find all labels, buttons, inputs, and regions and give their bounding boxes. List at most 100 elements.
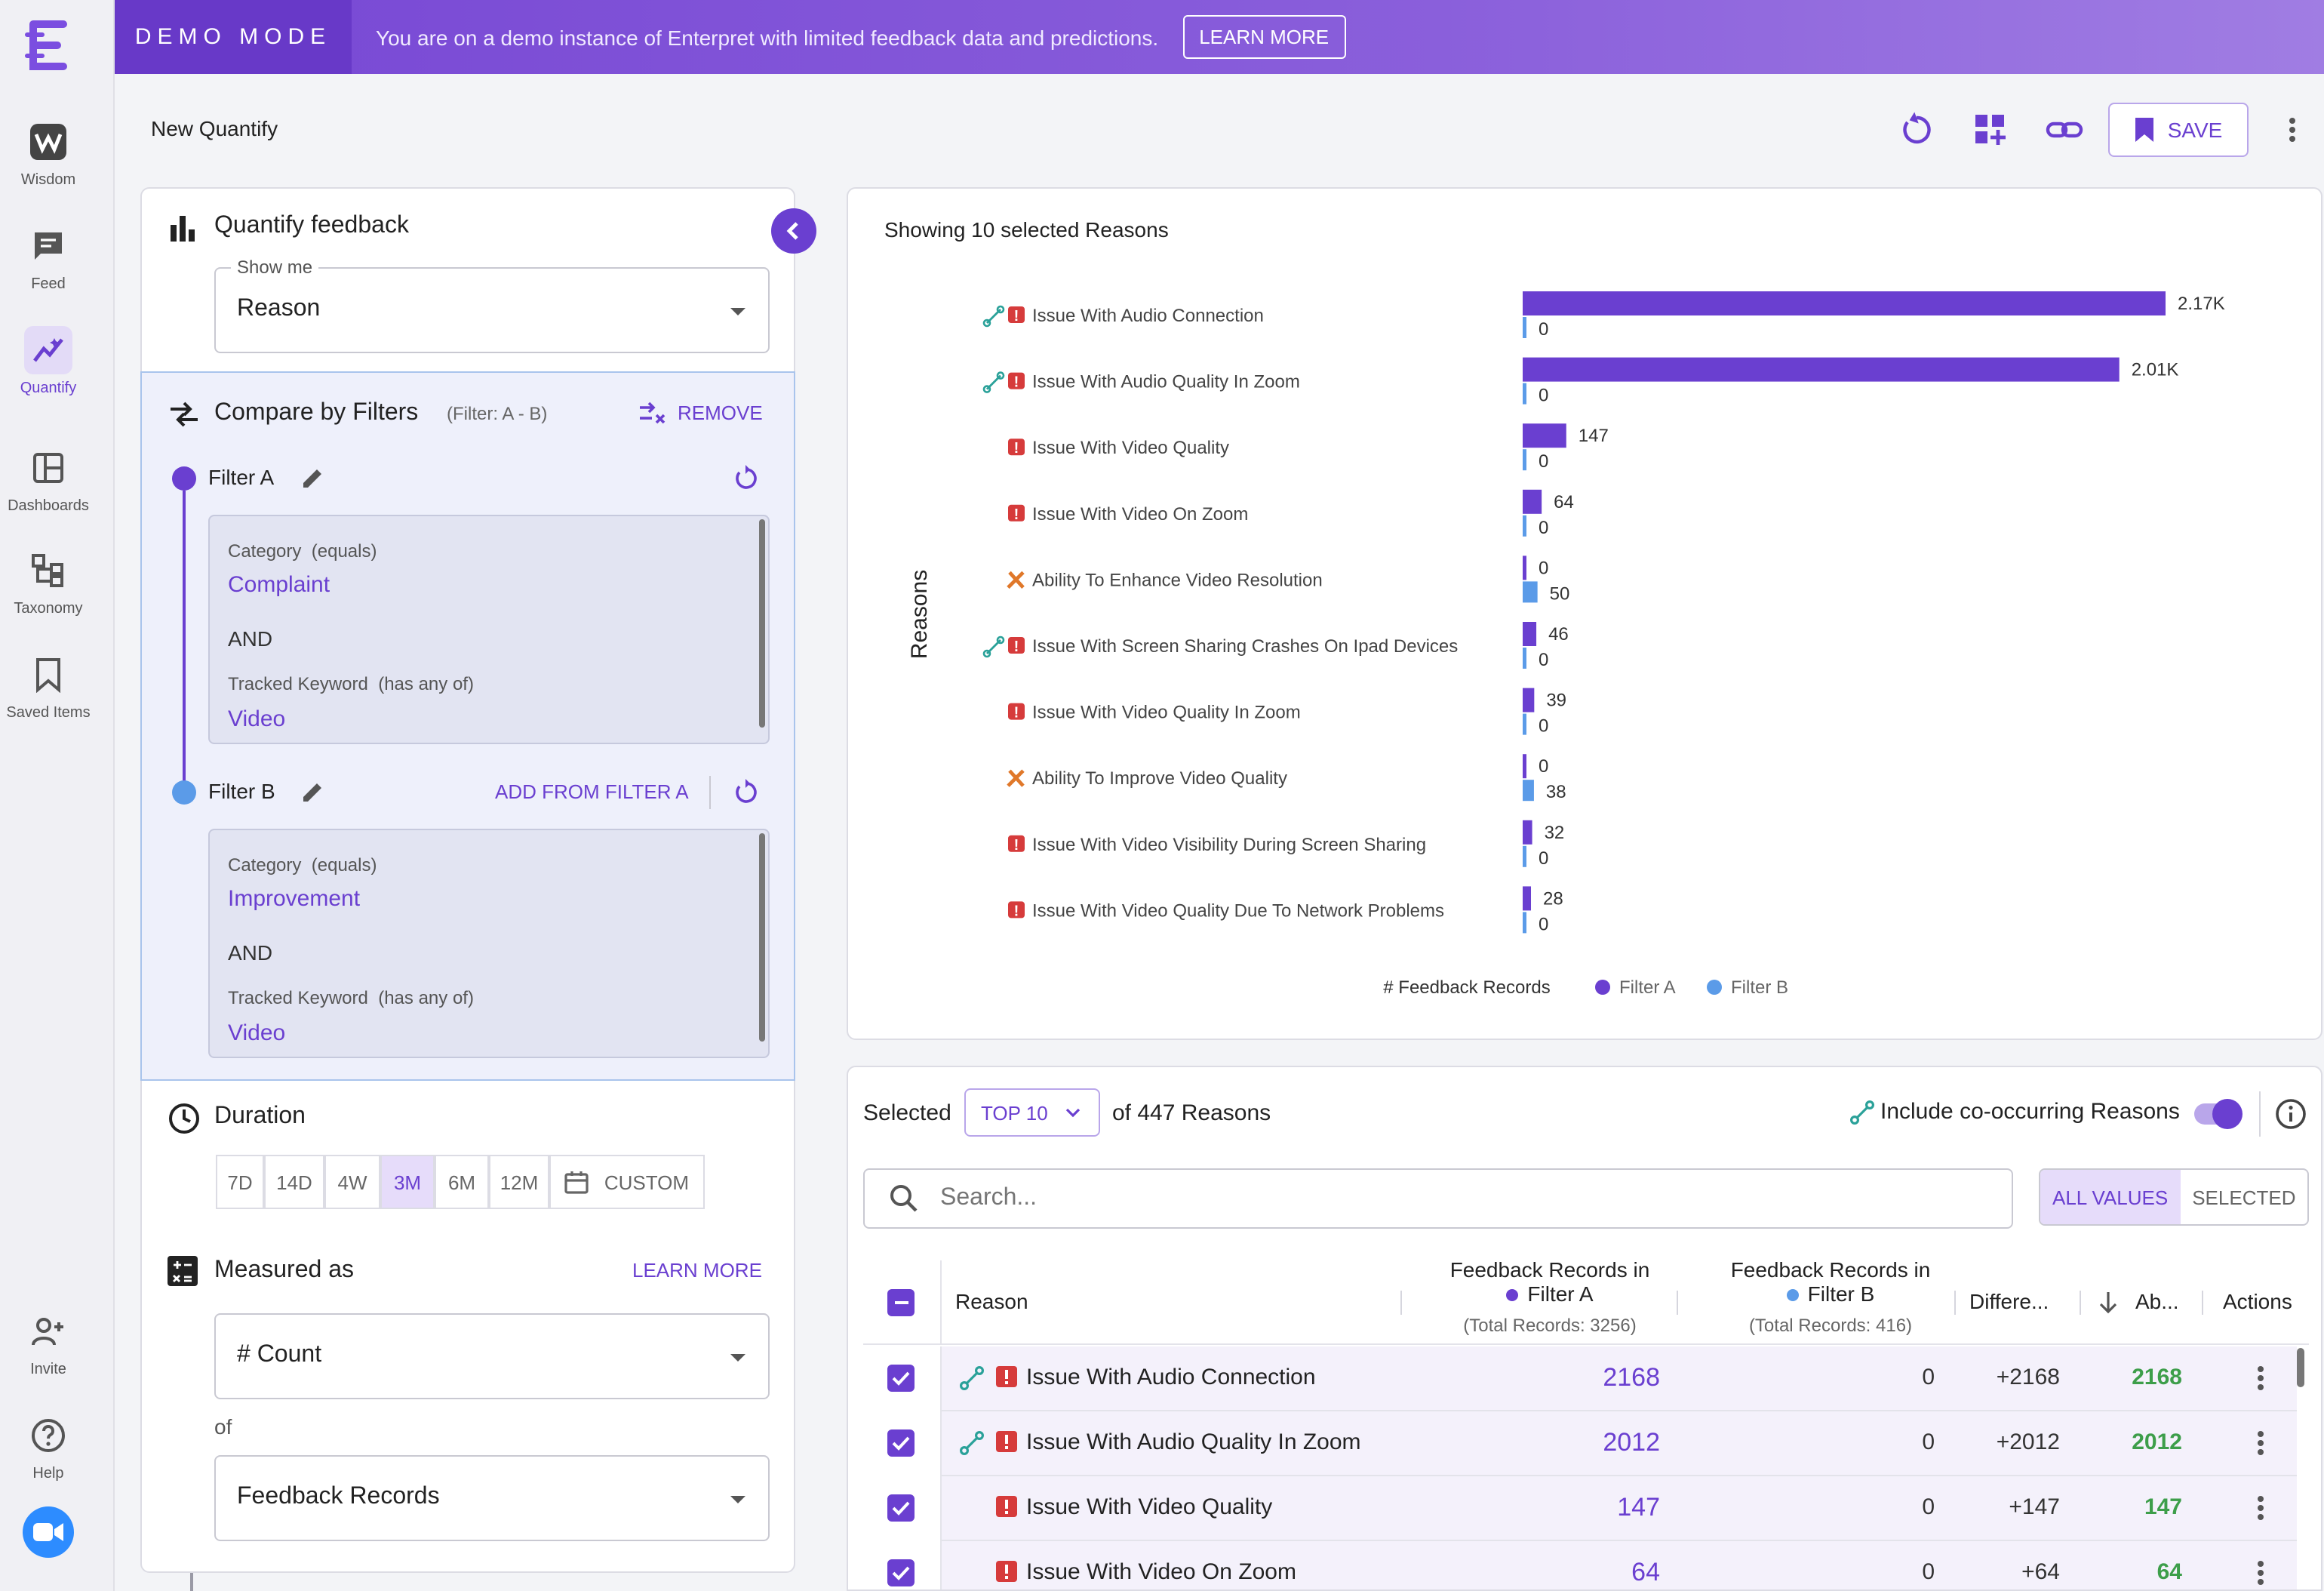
nav-label: Feed [31, 276, 66, 293]
more-options-icon[interactable] [2289, 118, 2295, 145]
col-absolute[interactable]: Ab... [2135, 1289, 2179, 1313]
duration-7d[interactable]: 7D [216, 1155, 264, 1209]
search-box[interactable] [863, 1168, 2013, 1229]
enterpret-logo-icon[interactable] [21, 18, 75, 72]
collapse-panel-button[interactable] [771, 208, 816, 254]
metric-select[interactable]: # Count [214, 1313, 770, 1399]
bar-filter-a [1523, 754, 1526, 779]
scrollbar[interactable] [759, 519, 765, 728]
row-actions-icon[interactable] [2258, 1366, 2264, 1393]
duration-12m[interactable]: 12M [489, 1155, 549, 1209]
show-me-select[interactable]: Show me Reason [214, 257, 770, 353]
row-filter-a-count: 64 [1631, 1558, 1660, 1586]
table-row[interactable]: Issue With Video On Zoom 64 0 +64 64 [863, 1541, 2297, 1589]
top-n-select[interactable]: TOP 10 [964, 1088, 1100, 1137]
duration-14d[interactable]: 14D [264, 1155, 324, 1209]
complaint-icon [1008, 439, 1025, 456]
filter-a-conditions[interactable]: Category (equals) Complaint AND Tracked … [208, 515, 770, 744]
row-actions-icon[interactable] [2258, 1496, 2264, 1523]
measured-learn-more-button[interactable]: LEARN MORE [632, 1259, 762, 1282]
col-difference[interactable]: Differe... [1969, 1289, 2049, 1313]
duration-4w[interactable]: 4W [324, 1155, 380, 1209]
table-row[interactable]: Issue With Audio Connection 2168 0 +2168… [863, 1346, 2297, 1411]
table-row[interactable]: Issue With Audio Quality In Zoom 2012 0 … [863, 1411, 2297, 1476]
reset-button[interactable] [1895, 103, 1938, 157]
nav-wisdom[interactable]: Wisdom [0, 118, 97, 189]
bar-filter-a [1523, 555, 1526, 580]
nav-label: Wisdom [20, 172, 76, 189]
refresh-icon[interactable] [732, 779, 759, 806]
check-icon [892, 1566, 910, 1580]
row-checkbox[interactable] [887, 1559, 915, 1586]
x-axis-label: # Feedback Records [1383, 977, 1550, 998]
row-filter-a-count: 2168 [1603, 1363, 1660, 1392]
of-select[interactable]: Feedback Records [214, 1455, 770, 1541]
bar-chart: Reasons Issue With Audio Connection! 2.17K… [907, 291, 2225, 998]
scrollbar[interactable] [759, 833, 765, 1042]
flow-connector [190, 1573, 193, 1591]
duration-6m[interactable]: 6M [435, 1155, 489, 1209]
save-button[interactable]: SAVE [2108, 103, 2249, 157]
nav-taxonomy[interactable]: Taxonomy [0, 546, 97, 617]
nav-help[interactable]: Help [0, 1411, 97, 1482]
duration-3m[interactable]: 3M [380, 1155, 435, 1209]
row-absolute: 147 [2144, 1494, 2182, 1520]
selected-values-tab[interactable]: SELECTED [2192, 1186, 2296, 1208]
search-input[interactable] [940, 1185, 1966, 1212]
demo-message: You are on a demo instance of Enterpret … [376, 25, 1159, 49]
bookmark-icon [2135, 118, 2154, 142]
cooccur-icon [1850, 1100, 1874, 1125]
complaint-icon: ! [1014, 506, 1019, 523]
demo-banner: DEMO MODE You are on a demo instance of … [115, 0, 2324, 74]
nav-dashboards[interactable]: Dashboards [0, 444, 97, 515]
row-checkbox[interactable] [887, 1494, 915, 1522]
bar-filter-a [1523, 357, 2120, 382]
condition-field: Tracked Keyword [228, 987, 368, 1008]
banner-learn-more-button[interactable]: LEARN MORE [1182, 15, 1346, 59]
add-to-dashboard-button[interactable] [1969, 103, 2012, 157]
bar-filter-b [1523, 449, 1526, 471]
nav-feed[interactable]: Feed [0, 222, 97, 293]
col-filter-a[interactable]: Feedback Records in Filter A (Total Reco… [1422, 1257, 1678, 1336]
row-actions-icon[interactable] [2258, 1431, 2264, 1458]
zoom-app-button[interactable] [23, 1506, 74, 1558]
table-row[interactable]: Issue With Video Quality 147 0 +147 147 [863, 1476, 2297, 1541]
add-from-filter-a-button[interactable]: ADD FROM FILTER A [495, 780, 689, 803]
all-values-tab[interactable]: ALL VALUES [2040, 1170, 2181, 1224]
edit-icon[interactable] [302, 782, 323, 803]
complaint-icon [1008, 504, 1025, 522]
info-icon[interactable] [2274, 1097, 2307, 1131]
reset-icon [1903, 112, 1931, 144]
data-label-filter-a: 147 [1579, 426, 1609, 446]
nav-quantify[interactable]: Quantify [0, 326, 97, 397]
row-difference: +147 [2009, 1494, 2060, 1520]
complaint-icon [1008, 901, 1025, 919]
copy-link-button[interactable] [2043, 103, 2086, 157]
col-filter-b[interactable]: Feedback Records in Filter B (Total Reco… [1702, 1257, 1959, 1336]
reasons-table-panel: Selected TOP 10 of 447 Reasons Include c… [847, 1066, 2322, 1591]
data-label-filter-a: 32 [1545, 823, 1565, 843]
select-all-checkbox[interactable] [887, 1289, 915, 1316]
filter-b-conditions[interactable]: Category (equals) Improvement AND Tracke… [208, 829, 770, 1058]
feed-icon [35, 232, 62, 260]
duration-custom[interactable]: CUSTOM [549, 1155, 705, 1209]
table-scrollbar[interactable] [2297, 1348, 2304, 1387]
col-filter-b-line2: Filter B [1702, 1282, 1959, 1306]
col-reason[interactable]: Reason [955, 1289, 1028, 1313]
refresh-icon[interactable] [732, 465, 759, 492]
nav-invite[interactable]: Invite [0, 1307, 97, 1378]
row-checkbox[interactable] [887, 1429, 915, 1457]
remove-compare-button[interactable]: REMOVE [638, 400, 763, 424]
edit-icon[interactable] [302, 468, 323, 489]
cooccur-icon [996, 635, 1005, 645]
nav-saved-items[interactable]: Saved Items [0, 651, 97, 722]
table-header: Reason Feedback Records in Filter A (Tot… [863, 1257, 2309, 1345]
row-actions-icon[interactable] [2258, 1561, 2264, 1588]
row-absolute: 64 [2156, 1559, 2182, 1585]
cooccur-toggle[interactable] [2194, 1099, 2243, 1129]
row-checkbox[interactable] [887, 1365, 915, 1392]
row-difference: +64 [2021, 1559, 2060, 1585]
data-label-filter-b: 0 [1539, 914, 1548, 934]
data-label-filter-b: 0 [1539, 650, 1548, 670]
sort-down-icon[interactable] [2098, 1291, 2119, 1315]
